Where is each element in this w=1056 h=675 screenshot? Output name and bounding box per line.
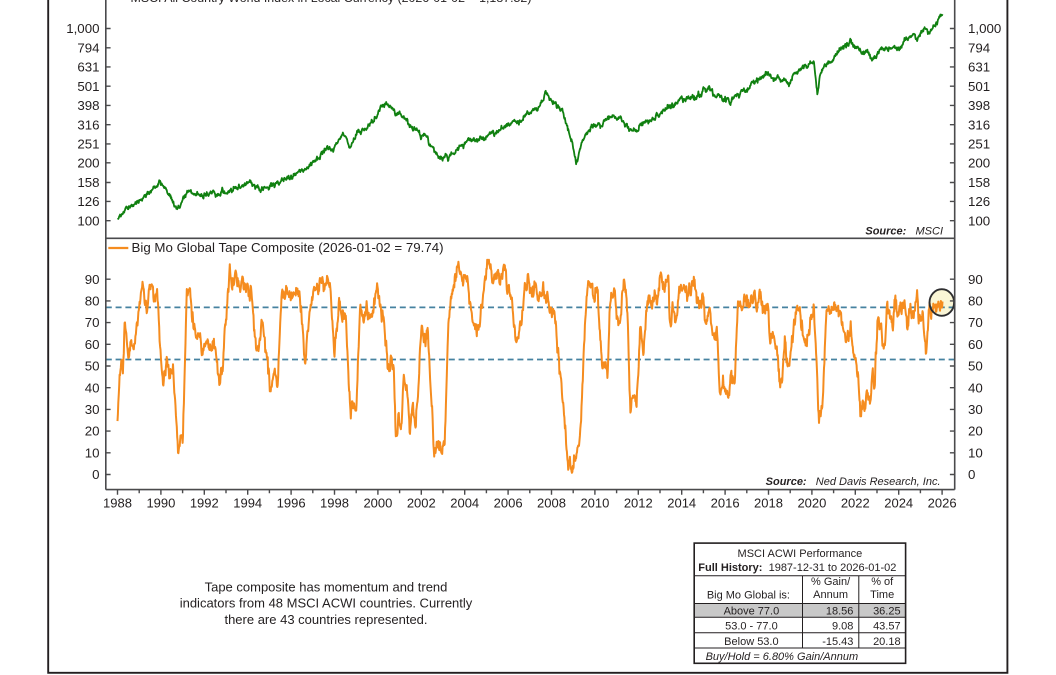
svg-text:2004: 2004: [450, 496, 479, 511]
svg-text:Below 53.0: Below 53.0: [724, 636, 778, 648]
svg-text:70: 70: [968, 315, 983, 330]
svg-text:Big Mo Global Tape Composite (: Big Mo Global Tape Composite (2026-01-02…: [132, 240, 444, 255]
svg-text:MSCI All Country World Index i: MSCI All Country World Index in Local Cu…: [131, 0, 532, 5]
svg-text:1996: 1996: [277, 496, 306, 511]
svg-text:1,000: 1,000: [66, 21, 99, 36]
svg-text:40: 40: [85, 380, 100, 395]
svg-text:1990: 1990: [146, 496, 175, 511]
svg-text:20: 20: [968, 424, 983, 439]
svg-text:251: 251: [968, 137, 990, 152]
svg-text:60: 60: [968, 337, 983, 352]
svg-text:% Gain/: % Gain/: [811, 576, 851, 588]
svg-text:126: 126: [77, 194, 99, 209]
svg-text:18.56: 18.56: [826, 605, 854, 617]
svg-text:2026: 2026: [928, 496, 957, 511]
svg-text:158: 158: [77, 175, 99, 190]
svg-text:53.0 - 77.0: 53.0 - 77.0: [725, 621, 778, 633]
svg-text:30: 30: [968, 402, 983, 417]
svg-text:316: 316: [77, 117, 99, 132]
svg-text:2010: 2010: [580, 496, 609, 511]
svg-text:60: 60: [85, 337, 100, 352]
svg-text:20.18: 20.18: [873, 636, 901, 648]
svg-text:2008: 2008: [537, 496, 566, 511]
svg-text:20: 20: [85, 424, 100, 439]
svg-text:794: 794: [968, 40, 990, 55]
svg-text:1988: 1988: [103, 496, 132, 511]
svg-text:200: 200: [968, 155, 990, 170]
svg-text:2016: 2016: [711, 496, 740, 511]
svg-text:-15.43: -15.43: [822, 636, 853, 648]
svg-text:0: 0: [92, 467, 99, 482]
svg-text:9.08: 9.08: [832, 621, 853, 633]
svg-text:80: 80: [968, 294, 983, 309]
svg-text:251: 251: [77, 137, 99, 152]
svg-text:158: 158: [968, 175, 990, 190]
svg-text:% of: % of: [871, 576, 894, 588]
svg-text:10: 10: [968, 445, 983, 460]
svg-text:Above 77.0: Above 77.0: [724, 605, 780, 617]
svg-text:2002: 2002: [407, 496, 436, 511]
svg-text:Full History: 1987-12-31 to 2: Full History: 1987-12-31 to 2026-01-02: [698, 562, 896, 574]
svg-text:2014: 2014: [667, 496, 696, 511]
svg-text:2000: 2000: [363, 496, 392, 511]
svg-text:316: 316: [968, 117, 990, 132]
svg-text:0: 0: [968, 467, 975, 482]
svg-text:36.25: 36.25: [873, 605, 901, 617]
svg-text:90: 90: [968, 272, 983, 287]
svg-text:43.57: 43.57: [873, 621, 901, 633]
svg-text:100: 100: [77, 213, 99, 228]
svg-text:Source: MSCI: Source: MSCI: [865, 226, 943, 238]
svg-text:631: 631: [968, 60, 990, 75]
svg-text:there are 43 countries represe: there are 43 countries represented.: [224, 612, 427, 627]
svg-text:100: 100: [968, 213, 990, 228]
svg-text:70: 70: [85, 315, 100, 330]
svg-text:1992: 1992: [190, 496, 219, 511]
svg-text:501: 501: [968, 79, 990, 94]
svg-text:Buy/Hold = 6.80% Gain/Annum: Buy/Hold = 6.80% Gain/Annum: [706, 651, 859, 663]
svg-text:40: 40: [968, 380, 983, 395]
svg-text:794: 794: [77, 40, 99, 55]
svg-text:2022: 2022: [841, 496, 870, 511]
svg-text:30: 30: [85, 402, 100, 417]
svg-text:398: 398: [968, 98, 990, 113]
svg-text:90: 90: [85, 272, 100, 287]
svg-text:50: 50: [85, 359, 100, 374]
svg-text:MSCI ACWI Performance: MSCI ACWI Performance: [738, 548, 863, 560]
svg-text:501: 501: [77, 79, 99, 94]
svg-text:126: 126: [968, 194, 990, 209]
svg-text:1998: 1998: [320, 496, 349, 511]
svg-text:1,000: 1,000: [968, 21, 1001, 36]
svg-text:Big Mo Global is:: Big Mo Global is:: [707, 590, 790, 602]
svg-text:1994: 1994: [233, 496, 262, 511]
svg-text:631: 631: [77, 60, 99, 75]
svg-text:indicators from 48 MSCI ACWI c: indicators from 48 MSCI ACWI countries. …: [180, 596, 473, 611]
svg-text:Annum: Annum: [813, 589, 848, 601]
svg-text:50: 50: [968, 359, 983, 374]
svg-text:Source: Ned Davis Research,: Source: Ned Davis Research, Inc.: [766, 476, 941, 488]
svg-text:10: 10: [85, 445, 100, 460]
svg-text:Tape composite has momentum an: Tape composite has momentum and trend: [205, 579, 448, 594]
svg-text:80: 80: [85, 294, 100, 309]
svg-text:Time: Time: [870, 589, 894, 601]
svg-text:2012: 2012: [624, 496, 653, 511]
svg-text:2020: 2020: [797, 496, 826, 511]
svg-text:2024: 2024: [884, 496, 913, 511]
svg-text:398: 398: [77, 98, 99, 113]
svg-text:2006: 2006: [494, 496, 523, 511]
svg-text:2018: 2018: [754, 496, 783, 511]
svg-text:200: 200: [77, 155, 99, 170]
